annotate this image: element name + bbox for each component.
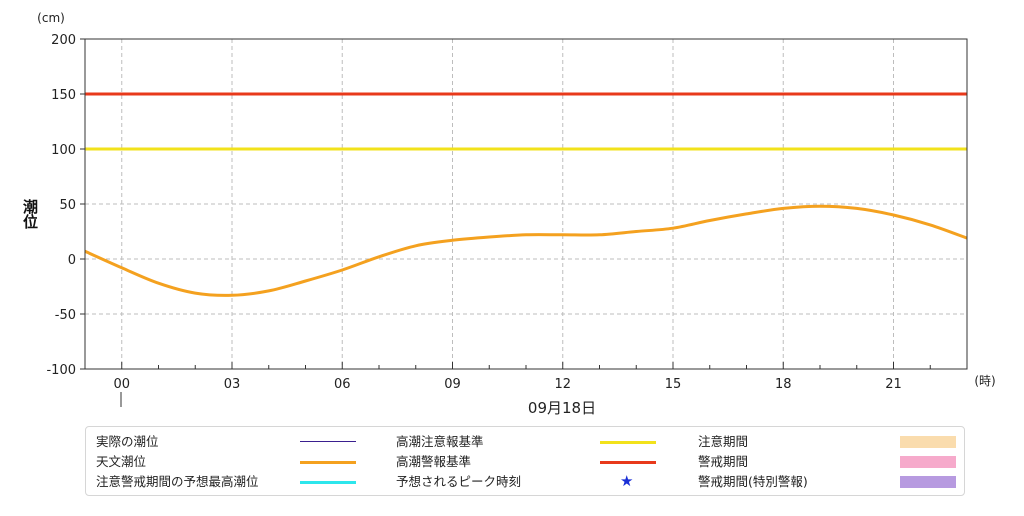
astronomical-tide-line	[84, 204, 968, 297]
y-tick-label: 50	[59, 198, 76, 213]
y-tick-labels: 200 150 100 50 0 -50 -100	[46, 33, 85, 378]
legend-label: 予想されるピーク時刻	[396, 474, 522, 489]
legend-item-advisory-period: 注意期間	[698, 433, 958, 451]
y-unit: (cm)	[37, 11, 65, 25]
legend-item-advisory-level: 高潮注意報基準	[396, 433, 656, 451]
legend-label: 高潮注意報基準	[396, 434, 484, 449]
y-tick-label: 200	[51, 33, 76, 48]
legend-swatch-warning-level	[600, 461, 656, 464]
x-tick-label: 12	[554, 377, 571, 392]
legend-item-forecast-max: 注意警戒期間の予想最高潮位	[96, 473, 366, 491]
y-tick-label: 100	[51, 143, 76, 158]
legend-label: 天文潮位	[96, 454, 147, 469]
series-group	[84, 92, 968, 297]
legend-item-warning-level: 高潮警報基準	[396, 453, 656, 471]
legend-swatch-special-warning-period	[900, 476, 956, 488]
y-axis-label: 潮位	[21, 198, 39, 229]
legend-swatch-advisory-level	[600, 441, 656, 444]
legend-item-special-warning-period: 警戒期間(特別警報)	[698, 473, 958, 491]
grid	[84, 39, 968, 369]
x-tick-labels: 00 03 06 09 12 15 18 21	[113, 377, 901, 392]
legend-item-astronomical: 天文潮位	[96, 453, 366, 471]
y-tick-label: 150	[51, 88, 76, 103]
y-tick-label: -100	[46, 363, 76, 378]
x-tick-label: 06	[334, 377, 351, 392]
x-tick-label: 15	[665, 377, 682, 392]
legend-swatch-astronomical	[300, 461, 356, 464]
legend-label: 注意期間	[698, 434, 749, 449]
legend-label: 注意警戒期間の予想最高潮位	[96, 474, 259, 489]
x-tick-label: 18	[775, 377, 792, 392]
x-tick-label: 00	[113, 377, 130, 392]
legend-label: 警戒期間	[698, 454, 749, 469]
legend-label: 高潮警報基準	[396, 454, 472, 469]
x-unit: (時)	[974, 374, 995, 388]
date-label: 09月18日	[528, 399, 596, 417]
x-tick-label: 03	[224, 377, 241, 392]
x-tick-label: 21	[885, 377, 902, 392]
legend-swatch-warning-period	[900, 456, 956, 468]
legend-item-peak-time: 予想されるピーク時刻 ★	[396, 472, 656, 491]
legend-item-warning-period: 警戒期間	[698, 453, 958, 471]
legend-item-actual: 実際の潮位	[96, 433, 366, 451]
y-tick-label: 0	[68, 253, 76, 268]
x-tick-label: 09	[444, 377, 461, 392]
legend-swatch-actual	[300, 441, 356, 442]
y-tick-label: -50	[55, 308, 76, 323]
legend: 実際の潮位 天文潮位 注意警戒期間の予想最高潮位 高潮注意報基準 高潮警報基準 …	[85, 426, 965, 496]
legend-label: 警戒期間(特別警報)	[698, 474, 808, 489]
star-icon: ★	[620, 472, 634, 490]
tide-chart: (cm) 潮位 200 150 100 50 0 -50 -100 00 03 06 09 12 15…	[21, 11, 996, 417]
legend-swatch-forecast-max	[300, 481, 356, 484]
legend-swatch-advisory-period	[900, 436, 956, 448]
legend-label: 実際の潮位	[96, 434, 159, 449]
